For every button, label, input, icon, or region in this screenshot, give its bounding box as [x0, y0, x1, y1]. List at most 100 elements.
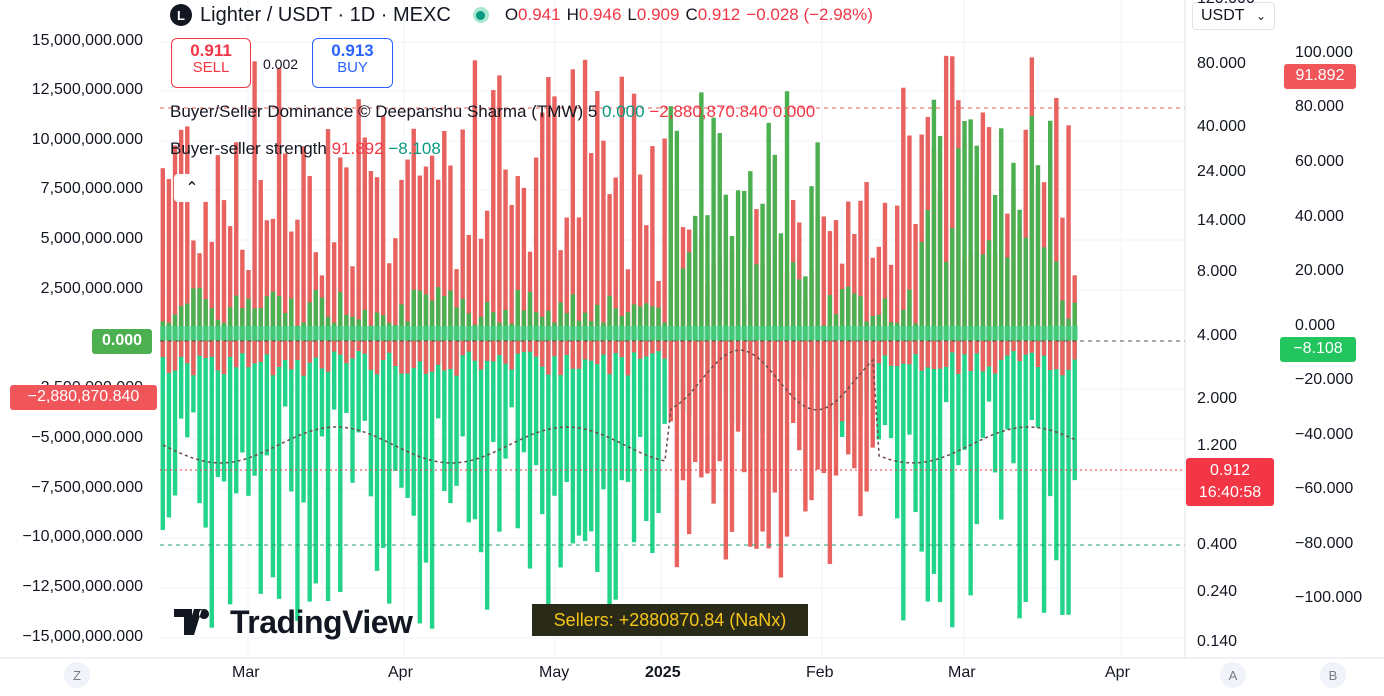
buy-bar-up [546, 310, 551, 341]
sell-bar-down [258, 341, 263, 362]
sell-bar-down [399, 341, 404, 374]
buy-bar-down [448, 341, 453, 504]
market-status-icon[interactable] [472, 7, 489, 23]
buy-button[interactable]: 0.913 BUY [312, 38, 393, 88]
time-axis-label: Mar [232, 664, 260, 681]
buy-bar-down [331, 341, 337, 410]
buy-bar-up [1023, 237, 1028, 341]
sell-bar-down [515, 341, 520, 354]
sell-bar-down [919, 341, 924, 371]
sell-bar-down [1048, 341, 1053, 371]
left-axis-tick: −12,500,000.000 [22, 578, 143, 595]
chevron-up-icon[interactable]: ⌃ [174, 174, 210, 202]
scale-mode-button[interactable]: B [1320, 662, 1346, 688]
strength-axis-tick: 20.000 [1295, 262, 1344, 279]
buy-bar-up [454, 307, 459, 341]
buy-bar-down [411, 341, 416, 516]
sell-bar-down [472, 341, 478, 361]
sell-bar-down [344, 341, 349, 364]
bar-countdown: 16:40:58 [1198, 484, 1262, 501]
buy-bar-up [503, 309, 508, 341]
sell-bar-up [331, 242, 337, 341]
symbol-title[interactable]: Lighter / USDT · 1D · MEXC [200, 3, 451, 26]
price-axis-tick: 120.000 [1197, 0, 1255, 8]
buy-bar-up [258, 307, 263, 341]
sell-bar-up [454, 269, 459, 341]
buy-bar-up [607, 295, 612, 341]
sell-bar-up [399, 179, 404, 341]
buy-bar-up [631, 304, 637, 341]
sell-bar-up [221, 200, 227, 341]
strength-axis-tick: −20.000 [1295, 371, 1354, 388]
sell-bar-down [625, 341, 631, 376]
buy-bar-up [399, 304, 404, 341]
sell-bar-up [601, 140, 606, 341]
buy-bar-up [1060, 300, 1065, 341]
sell-bar-down [943, 341, 949, 367]
sell-bar-down [968, 341, 973, 372]
sell-bar-down [497, 341, 502, 356]
buy-bar-down [172, 341, 178, 496]
left-axis-tick: −15,000,000.000 [22, 628, 143, 645]
sell-bar-up [613, 177, 618, 341]
sell-bar-down [283, 341, 288, 360]
sell-bar-down [797, 341, 802, 451]
buy-bar-up [1017, 209, 1022, 341]
buy-bar-up [227, 307, 233, 341]
sell-bar-up [1060, 217, 1065, 341]
sell-bar-up [405, 159, 410, 341]
buy-bar-up [527, 291, 533, 341]
buy-bar-up [723, 194, 729, 341]
timezone-button[interactable]: Z [64, 662, 90, 688]
sell-bar-up [203, 184, 208, 341]
sell-bar-down [576, 341, 582, 369]
lighter-logo-icon[interactable]: L [170, 4, 192, 26]
sell-button[interactable]: 0.911 SELL [171, 38, 251, 88]
buy-bar-down [1048, 341, 1053, 497]
buy-bar-up [417, 290, 423, 341]
time-axis-label: May [539, 664, 570, 681]
sell-bar-up [374, 177, 380, 341]
sell-bar-down [680, 341, 686, 481]
sell-bar-up [160, 168, 166, 341]
buy-bar-up [778, 233, 784, 341]
sell-bar-down [1005, 341, 1010, 356]
sell-bar-down [215, 341, 221, 371]
price-axis-tick: 0.400 [1197, 536, 1238, 553]
buy-bar-up [1035, 165, 1041, 341]
sell-bar-up [521, 187, 527, 341]
sell-bar-up [307, 176, 312, 341]
sell-bar-down [582, 341, 588, 360]
sell-bar-down [717, 341, 722, 462]
buy-bar-down [325, 341, 331, 602]
sell-bar-down [925, 341, 931, 368]
buy-bar-down [234, 341, 239, 494]
sell-bar-down [374, 341, 380, 375]
indicator-legend-dominance[interactable]: Buyer/Seller Dominance © Deepanshu Sharm… [170, 102, 816, 121]
buy-bar-up [436, 287, 441, 341]
tradingview-logo[interactable]: TradingView [174, 604, 413, 640]
sell-bar-up [864, 182, 869, 341]
sell-bar-up [533, 157, 539, 341]
sell-bar-up [497, 75, 502, 342]
buy-bar-down [637, 341, 643, 438]
buy-bar-down [442, 341, 447, 492]
left-axis-tick: −5,000,000.000 [31, 429, 143, 446]
auto-scale-button[interactable]: A [1220, 662, 1246, 688]
sell-bar-down [937, 341, 943, 369]
sell-bar-up [380, 116, 386, 341]
buy-bar-down [1023, 341, 1028, 603]
buy-bar-down [1060, 341, 1065, 615]
buy-bar-up [858, 296, 863, 341]
indicator-legend-strength[interactable]: Buyer-seller strength 91.892 −8.108 [170, 139, 441, 158]
buy-bar-up [644, 303, 649, 341]
currency-select[interactable]: USDT ⌄ [1192, 2, 1275, 30]
time-axis-label: 2025 [645, 664, 681, 681]
buy-bar-up [307, 302, 312, 341]
buy-bar-down [484, 341, 490, 610]
buy-bar-down [338, 341, 343, 593]
sell-bar-down [1017, 341, 1022, 362]
buy-bar-down [491, 341, 496, 443]
buy-bar-down [564, 341, 569, 483]
